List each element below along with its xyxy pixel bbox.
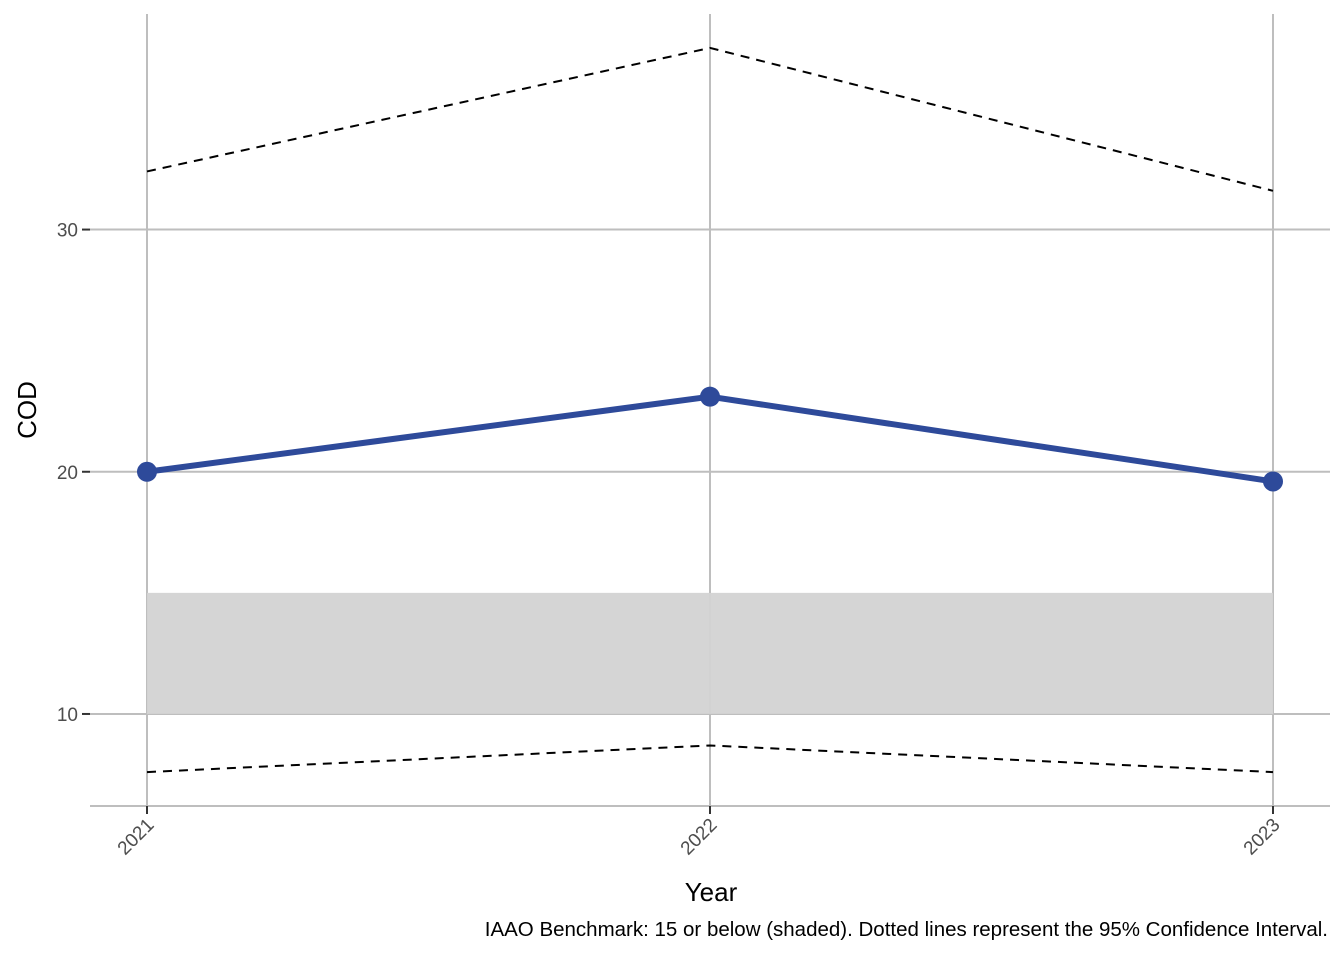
- cod-point-2021: [137, 461, 157, 482]
- y-tick-label-10: 10: [57, 705, 78, 726]
- ci-upper-line: [146, 46, 1274, 192]
- y-tick-label-20: 20: [57, 463, 78, 484]
- benchmark-band-group: [147, 592, 1273, 714]
- benchmark-band: [147, 592, 1273, 714]
- x-axis-title: Year: [685, 877, 738, 907]
- x-tick-label-2022: 2022: [677, 815, 722, 860]
- gridlines: [90, 14, 1330, 806]
- x-tick-label-2023: 2023: [1240, 815, 1285, 860]
- cod-point-2022: [700, 386, 720, 407]
- ci-lower-line: [146, 744, 1274, 774]
- x-tick-label-2021: 2021: [114, 815, 159, 860]
- series-group: [137, 46, 1283, 774]
- axes-group: 10 20 30 2021 2022 2023: [57, 221, 1330, 860]
- y-axis-title: COD: [12, 381, 42, 439]
- chart-caption: IAAO Benchmark: 15 or below (shaded). Do…: [484, 918, 1328, 941]
- cod-point-2023: [1263, 471, 1283, 492]
- y-tick-label-30: 30: [57, 221, 78, 242]
